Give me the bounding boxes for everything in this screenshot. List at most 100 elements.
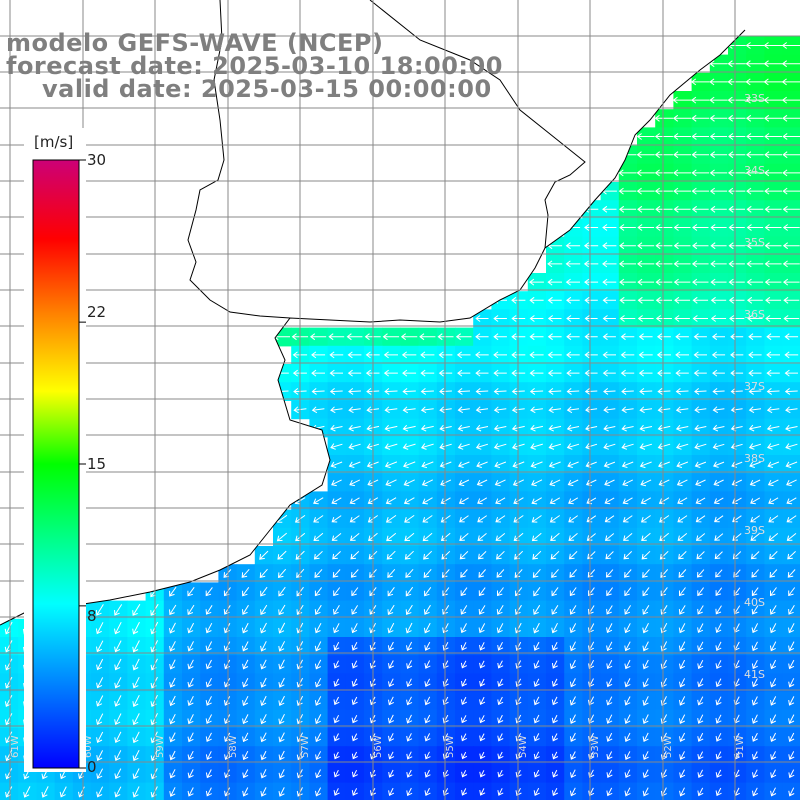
wind-arrow (400, 333, 418, 341)
wind-arrow (769, 551, 778, 560)
wind-arrow (731, 497, 742, 505)
wind-arrow (748, 333, 762, 341)
wind-arrow (439, 443, 452, 450)
wind-arrow (745, 169, 764, 177)
wind-arrow (423, 550, 433, 560)
forecast-date: forecast date: 2025-03-10 18:00:00 (6, 52, 503, 80)
wind-arrow (424, 678, 431, 687)
wind-arrow (439, 388, 452, 395)
wind-arrow (728, 205, 745, 213)
wind-arrow (496, 605, 504, 615)
wind-arrow (693, 333, 707, 341)
wind-arrow (547, 260, 563, 268)
wind-arrow (259, 568, 268, 579)
wind-arrow (351, 587, 359, 597)
wind-arrow (278, 750, 285, 761)
wind-arrow (41, 786, 49, 798)
wind-arrow (114, 750, 122, 762)
wind-arrow (531, 515, 542, 523)
wind-arrow (169, 677, 176, 688)
wind-arrow (515, 696, 522, 706)
wind-arrow (639, 443, 653, 450)
wind-arrow (763, 60, 783, 68)
wind-arrow (639, 406, 653, 414)
wind-arrow (423, 568, 432, 578)
wind-arrow (583, 242, 599, 250)
wind-arrow (642, 622, 649, 634)
wind-arrow (785, 461, 798, 468)
latitude-labels: 33S 34S 35S 36S 37S 38S 39S 40S 41S (744, 92, 765, 681)
wind-arrow (350, 569, 359, 578)
wind-arrow (457, 388, 471, 395)
wind-arrow (333, 714, 340, 724)
colorbar-tick-label: 8 (87, 607, 97, 625)
wind-arrow (640, 515, 651, 523)
wind-arrow (766, 388, 780, 395)
wind-arrow (695, 497, 706, 505)
wind-arrow (477, 497, 488, 505)
wind-arrow (751, 696, 758, 706)
wind-arrow (788, 641, 795, 652)
wind-arrow (678, 641, 686, 652)
wind-arrow (533, 604, 541, 615)
wind-arrow (715, 787, 722, 797)
wind-arrow (622, 497, 633, 505)
wind-arrow (782, 114, 800, 122)
wind-arrow (788, 623, 795, 634)
wind-arrow (679, 587, 686, 597)
wind-arrow (620, 333, 635, 341)
wind-arrow (709, 187, 728, 195)
wind-arrow (311, 388, 325, 395)
wind-arrow (458, 479, 470, 487)
wind-arrow (329, 369, 343, 377)
wind-arrow (205, 751, 212, 761)
wind-arrow (660, 569, 669, 578)
wind-arrow (5, 658, 13, 671)
wind-arrow (765, 296, 782, 304)
wind-arrow (331, 515, 342, 523)
wind-arrow (642, 751, 649, 761)
wind-arrow (691, 96, 710, 104)
wind-arrow (187, 787, 194, 797)
wind-arrow (675, 369, 689, 377)
wind-arrow (710, 205, 727, 213)
wind-arrow (333, 641, 340, 651)
wind-arrow (672, 114, 692, 122)
wind-arrow (497, 641, 504, 651)
wind-arrow (205, 659, 212, 670)
wind-arrow (673, 151, 691, 159)
wind-arrow (475, 315, 489, 322)
wind-arrow (639, 424, 653, 432)
wind-arrow (638, 333, 653, 341)
wind-arrow (4, 621, 13, 635)
wind-arrow (423, 604, 431, 615)
wind-arrow (493, 388, 507, 395)
wind-arrow (424, 769, 431, 778)
wind-arrow (329, 388, 343, 395)
wind-arrow (260, 769, 267, 779)
wind-arrow (697, 659, 704, 670)
wind-arrow (770, 678, 777, 688)
wind-arrow (497, 714, 504, 724)
wind-arrow (260, 732, 267, 743)
colorbar-gradient (32, 159, 80, 769)
wind-arrow (606, 696, 613, 706)
wind-arrow (349, 533, 360, 541)
wind-arrow (278, 677, 285, 688)
wind-arrow (333, 769, 340, 778)
wind-arrow (533, 714, 540, 724)
wind-arrow (205, 732, 212, 743)
wind-arrow (351, 641, 358, 651)
wind-arrow (618, 205, 636, 213)
wind-arrow (260, 586, 268, 597)
wind-arrow (623, 533, 633, 541)
wind-arrow (657, 406, 671, 414)
wind-arrow (351, 696, 358, 706)
wind-arrow (728, 296, 745, 304)
wind-arrow (697, 587, 705, 597)
wind-arrow (421, 443, 434, 450)
wind-arrow (786, 515, 797, 523)
wind-arrow (568, 533, 578, 541)
wind-arrow (568, 551, 578, 560)
